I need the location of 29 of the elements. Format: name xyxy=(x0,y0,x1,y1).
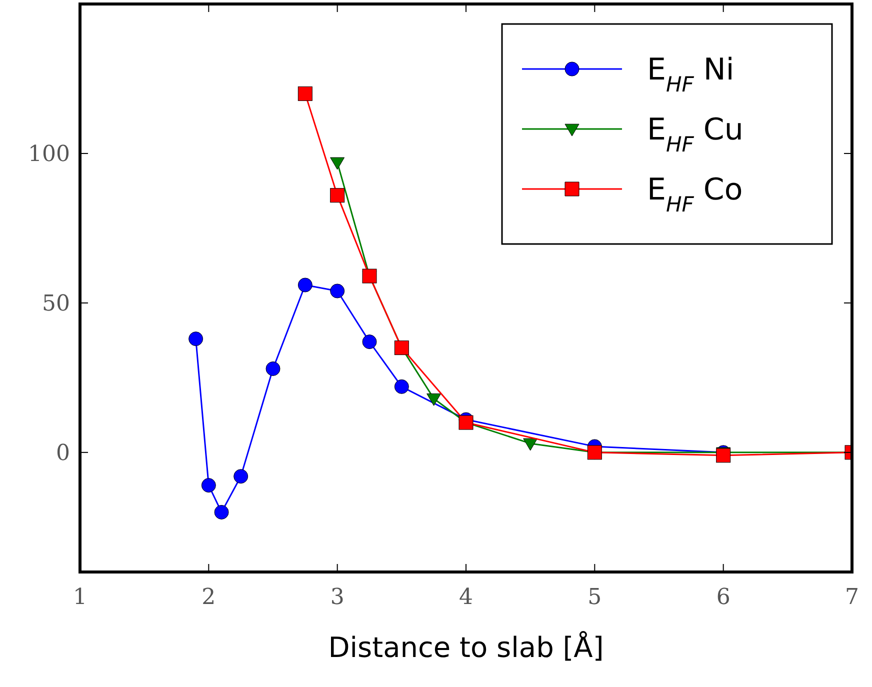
point xyxy=(234,469,248,484)
y-tick-label: 0 xyxy=(56,441,70,466)
legend-label: E$_{HF}$ Co xyxy=(647,172,743,216)
point xyxy=(426,393,442,406)
point xyxy=(330,284,345,298)
point xyxy=(214,504,229,520)
point xyxy=(201,478,216,493)
x-tick-label: 3 xyxy=(330,585,344,610)
x-tick-label: 6 xyxy=(716,585,730,610)
legend-label: E$_{HF}$ Cu xyxy=(647,112,744,156)
point xyxy=(188,332,204,346)
legend-label: E$_{HF}$ Ni xyxy=(647,52,734,96)
point xyxy=(394,379,409,394)
point xyxy=(362,334,377,350)
point xyxy=(330,157,345,170)
x-tick-label: 4 xyxy=(459,585,473,610)
x-tick-label: 5 xyxy=(588,585,602,610)
point xyxy=(330,188,345,203)
y-tick-label: 100 xyxy=(28,142,70,168)
point xyxy=(523,438,538,451)
point xyxy=(716,448,731,463)
x-axis-title: Distance to slab [Å] xyxy=(328,631,604,664)
point xyxy=(266,361,280,376)
x-tick-label: 7 xyxy=(845,585,859,610)
y-tick-label: 50 xyxy=(42,292,70,317)
point xyxy=(298,86,312,101)
x-tick-label: 1 xyxy=(73,585,87,610)
x-tick-label: 2 xyxy=(202,585,216,610)
point xyxy=(298,278,312,292)
